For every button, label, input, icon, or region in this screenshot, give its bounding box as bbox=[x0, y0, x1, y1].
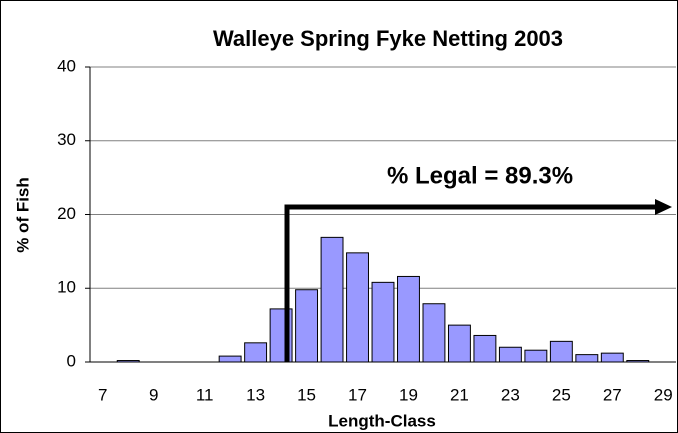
annotation: % Legal = 89.3% bbox=[387, 162, 573, 189]
bar bbox=[296, 290, 318, 362]
bar bbox=[627, 361, 649, 362]
bar bbox=[398, 276, 420, 362]
x-tick-label: 27 bbox=[603, 385, 622, 404]
bar bbox=[499, 347, 521, 362]
bar bbox=[576, 355, 598, 362]
y-tick-label: 10 bbox=[57, 278, 76, 297]
x-tick-label: 23 bbox=[501, 385, 520, 404]
bar bbox=[448, 325, 470, 362]
x-tick-label: 9 bbox=[149, 385, 158, 404]
bar bbox=[474, 335, 496, 362]
bar bbox=[347, 253, 369, 362]
x-tick-label: 7 bbox=[98, 385, 107, 404]
x-tick-label: 19 bbox=[399, 385, 418, 404]
x-tick-label: 25 bbox=[552, 385, 571, 404]
bar bbox=[117, 361, 139, 362]
x-tick-label: 17 bbox=[348, 385, 367, 404]
x-tick-label: 13 bbox=[246, 385, 265, 404]
bar bbox=[372, 282, 394, 362]
bar bbox=[423, 304, 445, 362]
bar bbox=[321, 237, 343, 362]
bar bbox=[601, 353, 623, 362]
chart-title: Walleye Spring Fyke Netting 2003 bbox=[213, 26, 563, 51]
y-tick-label: 0 bbox=[67, 351, 76, 370]
bar bbox=[550, 341, 572, 362]
bar bbox=[525, 350, 547, 362]
y-tick-label: 20 bbox=[57, 204, 76, 223]
x-tick-label: 21 bbox=[450, 385, 469, 404]
y-tick-label: 30 bbox=[57, 130, 76, 149]
y-axis-label: % of Fish bbox=[13, 177, 32, 253]
x-tick-label: 15 bbox=[297, 385, 316, 404]
chart: Walleye Spring Fyke Netting 2003 % of Fi… bbox=[0, 0, 678, 433]
bar bbox=[219, 356, 241, 362]
chart-frame bbox=[1, 1, 678, 433]
y-tick-label: 40 bbox=[57, 56, 76, 75]
x-tick-label: 11 bbox=[196, 385, 214, 404]
x-tick-label: 29 bbox=[654, 385, 673, 404]
bar bbox=[245, 343, 267, 362]
x-axis-label: Length-Class bbox=[328, 411, 436, 430]
